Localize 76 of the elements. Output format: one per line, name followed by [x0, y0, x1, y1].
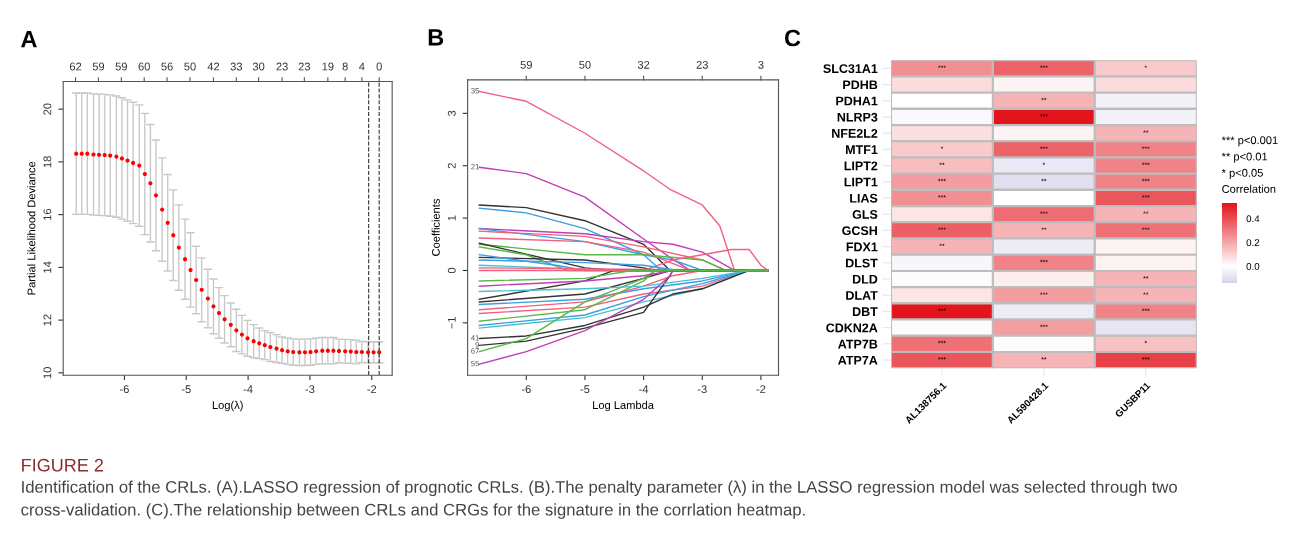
y-tick-label: MTF1: [846, 145, 878, 154]
annotation: 4: [359, 62, 365, 71]
x-tick-label: -5: [580, 385, 590, 394]
y-tick-label: NLRP3: [837, 112, 878, 122]
annotation: 23: [276, 62, 288, 71]
y-tick-label: SLC31A1: [823, 64, 878, 74]
x-tick-label: -6: [521, 385, 531, 394]
y-tick-label: DBT: [852, 307, 878, 316]
y-tick-label: 1: [447, 215, 456, 221]
y-tick-label: LIAS: [850, 193, 878, 203]
y-tick-label: DLST: [846, 258, 878, 268]
y-tick-label: DLAT: [846, 291, 878, 300]
annotation: 50: [579, 60, 591, 69]
annotation: 23: [298, 62, 311, 71]
y-tick-label: −1: [447, 317, 456, 329]
annotation: 8: [342, 62, 348, 71]
annotation: 56: [161, 62, 173, 71]
x-tick-label: -3: [697, 385, 707, 394]
y-axis-title: Partial Likelihood Deviance: [27, 161, 36, 295]
y-tick-label: ATP7A: [838, 355, 878, 365]
y-tick-label: 12: [43, 314, 52, 326]
annotation: 23: [696, 60, 708, 69]
x-axis-title: Log Lambda: [593, 400, 654, 412]
annotation: 59: [520, 60, 532, 69]
annotation: 19: [322, 62, 334, 71]
x-tick-label: -4: [243, 385, 253, 393]
annotation: 59: [115, 62, 127, 71]
annotation: 33: [230, 62, 243, 71]
color-bar-label: 0.0: [1246, 262, 1260, 270]
y-tick-label: 14: [43, 261, 52, 273]
y-tick-label: 16: [43, 208, 52, 220]
annotation: 59: [92, 62, 105, 71]
chart-title: B: [428, 29, 444, 46]
x-tick-label: -5: [181, 385, 191, 394]
y-tick-label: ATP7B: [838, 339, 878, 349]
color-bar-label: 0.2: [1246, 239, 1260, 247]
x-tick-label: -3: [305, 385, 315, 394]
y-tick-label: NFE2L2: [832, 128, 878, 138]
annotation: 30: [252, 62, 265, 71]
x-tick-label: -6: [119, 385, 129, 394]
x-tick-label: -2: [756, 385, 766, 393]
annotation: 50: [184, 62, 196, 71]
text: *** p<0.001: [1221, 136, 1278, 147]
color-bar-label: 0.4: [1246, 215, 1260, 223]
y-tick-label: 2: [447, 163, 456, 169]
y-tick-label: PDHB: [843, 80, 878, 90]
annotation: 32: [637, 60, 650, 69]
y-tick-label: LIPT2: [844, 161, 878, 171]
y-tick-label: 3: [447, 110, 456, 117]
y-tick-label: 0: [447, 267, 456, 274]
x-tick-label: -2: [367, 385, 377, 393]
y-axis-title: Coefficients: [431, 198, 440, 256]
annotation: 62: [69, 62, 82, 71]
y-tick-label: GLS: [852, 210, 878, 219]
annotation: 3: [758, 60, 764, 69]
text: Identification of the CRLs. (A).LASSO regression of prognotic CRLs. (B).The penalty parameter (λ) in the LASSO regression model was selected through two cross-validation. (C).The relationship between CRLs and CRGs for the signature in the corrlation heatmap.: [21, 480, 1177, 519]
y-tick-label: 20: [43, 103, 52, 115]
y-tick-label: GCSH: [842, 226, 877, 236]
color-bar-title: Correlation: [1222, 184, 1276, 193]
chart-title: C: [784, 29, 801, 47]
y-tick-label: CDKN2A: [826, 323, 878, 333]
x-axis-title: Log(λ): [212, 400, 243, 412]
y-tick-label: FDX1: [846, 242, 878, 252]
caption: FIGURE 2: [22, 458, 103, 472]
y-tick-label: PDHA1: [836, 96, 878, 106]
annotation: 42: [207, 62, 220, 71]
text: * p<0.05: [1221, 168, 1263, 179]
y-tick-label: LIPT1: [844, 177, 878, 187]
x-tick-label: -4: [639, 385, 649, 393]
y-tick-label: DLD: [852, 274, 878, 284]
chart-title: A: [21, 30, 37, 48]
annotation: 60: [138, 62, 150, 71]
y-tick-label: 10: [43, 367, 52, 379]
annotation: 0: [376, 62, 382, 71]
y-tick-label: 18: [43, 156, 52, 168]
text: ** p<0.01: [1221, 152, 1268, 163]
